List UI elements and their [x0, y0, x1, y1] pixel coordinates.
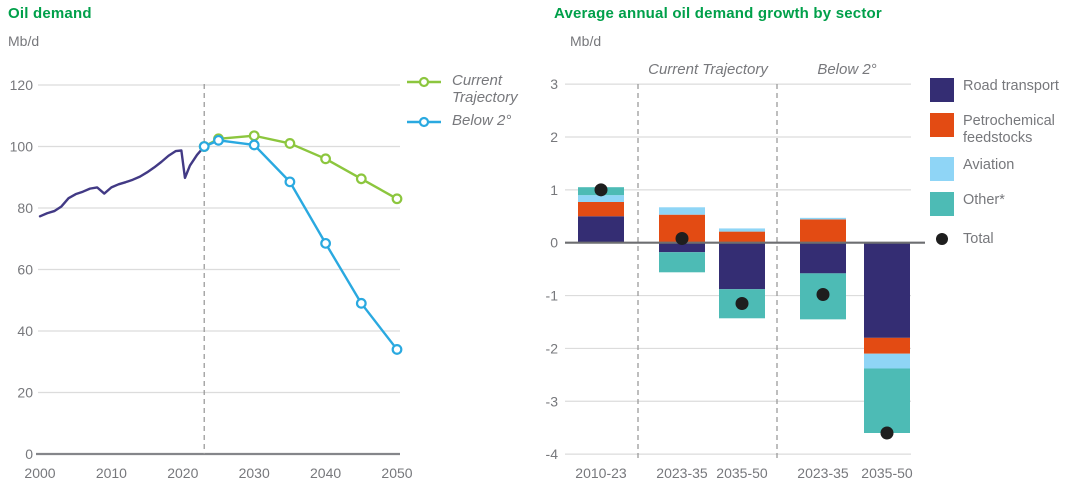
- bar-segment-2035-50-other*: [864, 368, 910, 433]
- left-y-tick-label: 80: [17, 200, 33, 216]
- line-series-history: [38, 145, 206, 218]
- marker-current-trajectory: [391, 193, 403, 205]
- bar-segment-2023-35-petrochemical-feedstocks: [800, 219, 846, 243]
- right-x-category-label: 2023-35: [656, 465, 708, 481]
- bar-segment-2023-35-road-transport: [800, 242, 846, 274]
- group-label-current-trajectory: Current Trajectory: [648, 61, 768, 78]
- legend-item-petrochemical-feedstocks: Petrochemical feedstocks: [930, 113, 1080, 146]
- right-y-tick-label: -1: [546, 288, 559, 304]
- left-chart-unit-label: Mb/d: [8, 33, 40, 49]
- legend-swatch-icon: [930, 78, 954, 102]
- left-y-tick-label: 0: [25, 446, 33, 462]
- marker-below-2-: [213, 134, 224, 146]
- legend-line-marker-icon: [407, 76, 441, 88]
- right-x-category-label: 2035-50: [716, 465, 768, 481]
- left-y-tick-label: 20: [17, 385, 33, 401]
- bar-segment-2010-23-aviation: [578, 195, 624, 202]
- total-dot-2035-50: [880, 426, 894, 440]
- left-y-tick-label: 120: [10, 77, 34, 93]
- left-x-tick-label: 2030: [239, 465, 270, 481]
- marker-current-trajectory: [355, 173, 367, 185]
- bar-segment-2035-50-petrochemical-feedstocks: [864, 337, 910, 354]
- left-chart-legend: Current Trajectory Below 2°: [407, 72, 547, 137]
- right-y-tick-label: -2: [546, 340, 559, 356]
- bar-segment-2023-35-aviation: [800, 217, 846, 220]
- line-series-below-2-: [203, 139, 399, 351]
- legend-item-total: Total: [930, 227, 1080, 251]
- legend-line-marker-icon: [407, 116, 441, 128]
- left-x-tick-label: 2020: [167, 465, 198, 481]
- marker-below-2-: [284, 176, 296, 188]
- left-chart-title: Oil demand: [8, 5, 92, 22]
- bar-segment-2023-35-aviation: [659, 207, 705, 215]
- line-series-current-trajectory: [203, 134, 399, 200]
- legend-item-current-trajectory: Current Trajectory: [407, 72, 547, 106]
- left-x-tick-label: 2050: [381, 465, 412, 481]
- legend-item-road-transport: Road transport: [930, 78, 1080, 102]
- marker-below-2-: [355, 297, 367, 309]
- legend-total-dot-box: [930, 227, 954, 251]
- total-dot-2023-35: [675, 231, 689, 245]
- total-dot-icon: [936, 233, 948, 246]
- legend-item-aviation: Aviation: [930, 157, 1080, 182]
- legend-swatch-icon: [930, 192, 954, 217]
- marker-below-2-: [320, 237, 332, 249]
- legend-label: Current Trajectory: [452, 72, 518, 106]
- marker-below-2-: [198, 141, 210, 152]
- marker-below-2-: [391, 344, 403, 355]
- legend-label: Total: [963, 230, 994, 247]
- legend-label: Below 2°: [452, 112, 512, 129]
- left-y-tick-label: 100: [10, 139, 34, 155]
- group-label-below-2: Below 2°: [817, 61, 877, 78]
- legend-label: Aviation: [963, 157, 1015, 174]
- legend-item-other*: Other*: [930, 192, 1080, 217]
- marker-below-2-: [248, 139, 260, 151]
- bar-segment-2010-23-road-transport: [578, 216, 624, 243]
- right-y-tick-label: -4: [546, 446, 559, 462]
- total-dot-2010-23: [594, 183, 608, 197]
- marker-current-trajectory: [248, 130, 260, 142]
- right-y-tick-label: -3: [546, 393, 559, 409]
- total-dot-2035-50: [735, 296, 749, 310]
- bar-segment-2023-35-road-transport: [659, 242, 705, 253]
- legend-swatch-icon: [930, 157, 954, 182]
- right-chart-title: Average annual oil demand growth by sect…: [554, 5, 882, 22]
- right-x-category-label: 2010-23: [575, 465, 627, 481]
- bar-segment-2010-23-petrochemical-feedstocks: [578, 201, 624, 217]
- total-dot-2023-35: [816, 288, 830, 302]
- legend-label: Other*: [963, 192, 1005, 209]
- right-y-tick-label: 0: [550, 235, 558, 251]
- left-y-tick-label: 60: [17, 262, 33, 278]
- bar-segment-2035-50-aviation: [864, 353, 910, 369]
- marker-current-trajectory: [284, 138, 296, 149]
- bar-segment-2035-50-petrochemical-feedstocks: [719, 231, 765, 243]
- bar-segment-2035-50-aviation: [719, 228, 765, 232]
- legend-label: Petrochemical feedstocks: [963, 113, 1055, 146]
- right-y-tick-label: 2: [550, 129, 558, 145]
- left-y-tick-label: 40: [17, 323, 33, 339]
- marker-current-trajectory: [320, 153, 332, 165]
- left-x-tick-label: 2010: [96, 465, 127, 481]
- right-chart-legend: Road transport Petrochemical feedstocks Av…: [930, 78, 1080, 262]
- bar-segment-2023-35-other*: [659, 252, 705, 273]
- right-x-category-label: 2023-35: [797, 465, 849, 481]
- right-y-tick-label: 1: [550, 182, 558, 198]
- left-x-tick-label: 2040: [310, 465, 341, 481]
- legend-label: Road transport: [963, 78, 1059, 94]
- bar-segment-2035-50-road-transport: [719, 242, 765, 290]
- right-chart-unit-label: Mb/d: [570, 33, 602, 49]
- right-x-category-label: 2035-50: [861, 465, 913, 481]
- right-y-tick-label: 3: [550, 76, 558, 92]
- legend-swatch-icon: [930, 113, 954, 137]
- bar-segment-2035-50-road-transport: [864, 242, 910, 338]
- left-x-tick-label: 2000: [24, 465, 55, 481]
- legend-item-below-2-: Below 2°: [407, 112, 547, 130]
